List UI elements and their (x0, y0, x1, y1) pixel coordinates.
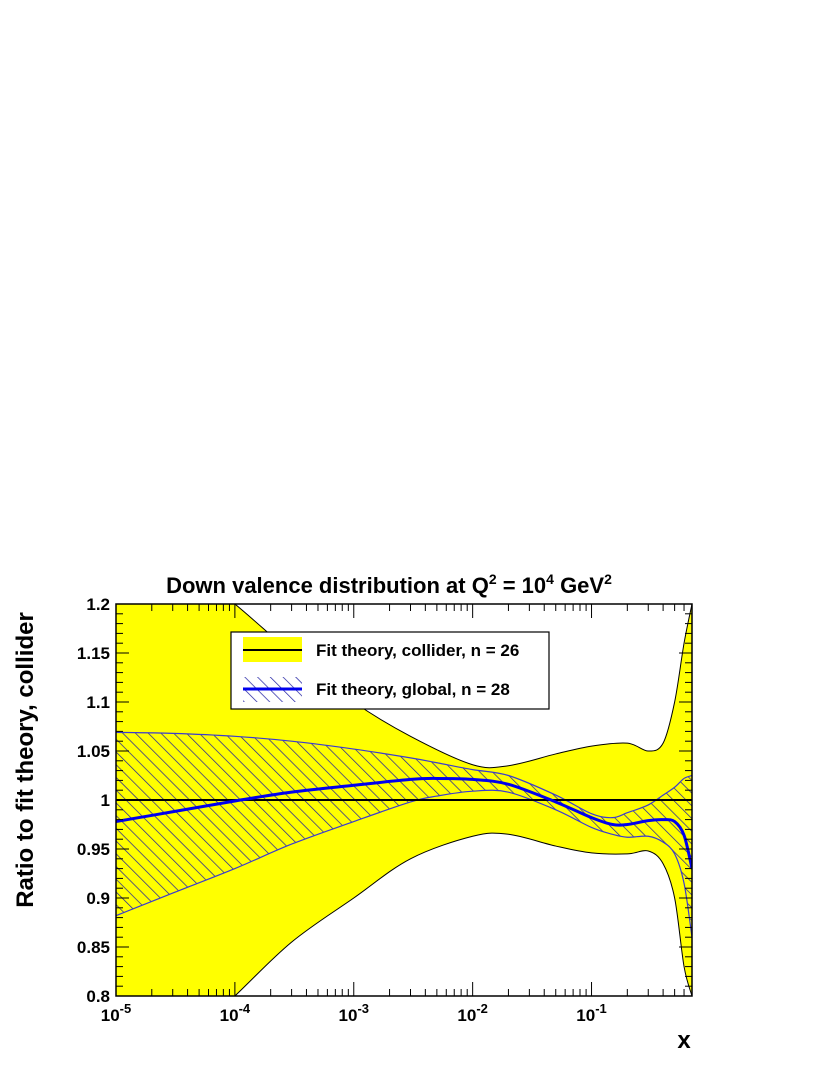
y-tick-label: 1 (101, 791, 110, 810)
x-tick-label: 10-5 (101, 1001, 131, 1025)
band-global-upper-edge (116, 731, 692, 819)
y-tick-label: 0.95 (77, 840, 110, 859)
y-axis-label: Ratio to fit theory, collider (12, 612, 39, 908)
legend-item-collider: Fit theory, collider, n = 26 (243, 637, 519, 662)
legend: Fit theory, collider, n = 26 Fit theory,… (230, 631, 550, 710)
x-tick-label: 10-1 (576, 1001, 606, 1025)
y-tick-label: 1.2 (86, 595, 110, 614)
legend-label-global: Fit theory, global, n = 28 (316, 680, 510, 699)
y-tick-label: 0.9 (86, 889, 110, 908)
x-tick-label: 10-2 (457, 1001, 487, 1025)
line-global-central (116, 776, 692, 869)
x-tick-label: 10-3 (339, 1001, 369, 1025)
legend-item-global: Fit theory, global, n = 28 (243, 677, 510, 702)
y-tick-label: 1.1 (86, 693, 110, 712)
y-tick-label: 1.05 (77, 742, 110, 761)
band-collider-lower-edge (234, 832, 692, 996)
chart-title: Down valence distribution at Q2 = 104 Ge… (166, 571, 612, 598)
y-tick-label: 0.85 (77, 938, 110, 957)
x-tick-label: 10-4 (220, 1001, 251, 1025)
y-tick-label: 1.15 (77, 644, 110, 663)
band-global (116, 732, 692, 938)
legend-label-collider: Fit theory, collider, n = 26 (316, 641, 519, 660)
x-axis-label: x (677, 1027, 691, 1054)
band-collider-upper-edge (234, 604, 692, 769)
band-global-lower-edge (116, 789, 692, 938)
y-tick-label: 0.8 (86, 987, 110, 1006)
